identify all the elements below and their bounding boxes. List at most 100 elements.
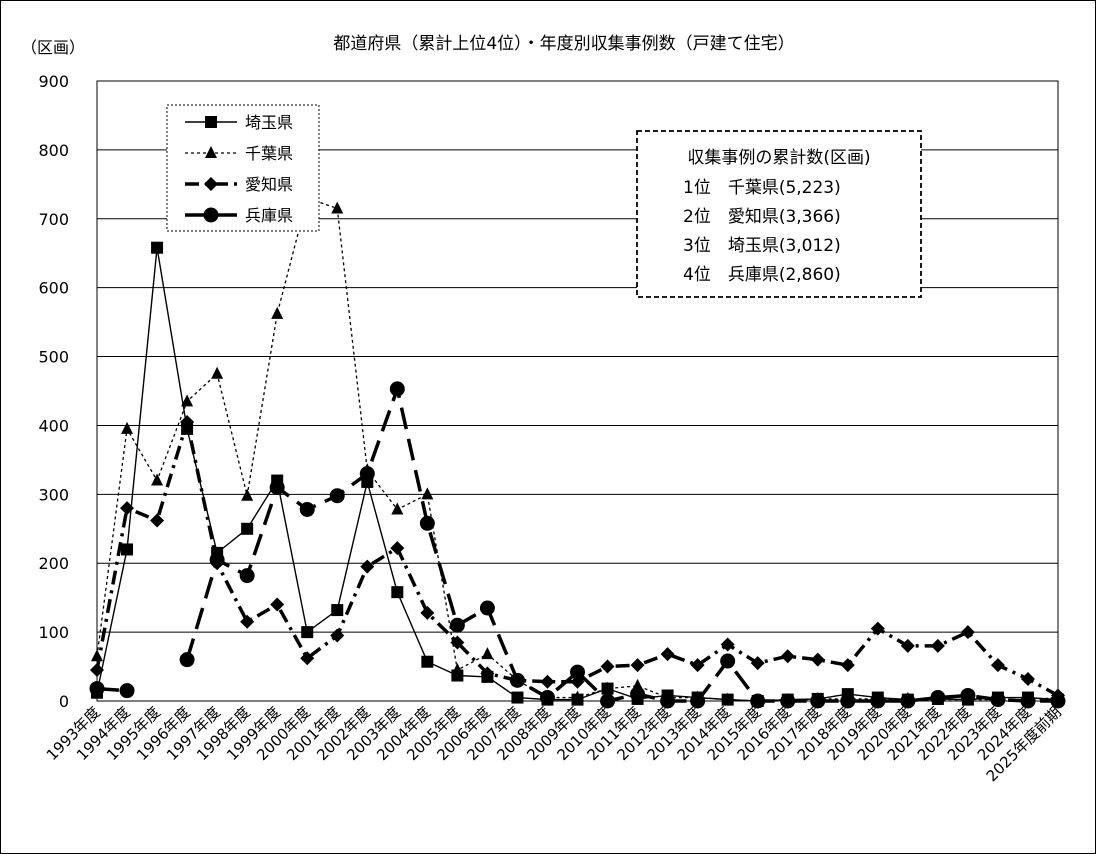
y-tick-label: 300 bbox=[38, 485, 69, 504]
annotation-line-1: 1位 千葉県(5,223) bbox=[683, 178, 841, 198]
series-4 bbox=[89, 381, 1066, 709]
data-point bbox=[203, 207, 219, 223]
data-point bbox=[151, 473, 164, 486]
data-point bbox=[301, 626, 314, 639]
data-point bbox=[241, 488, 254, 501]
y-tick-label: 800 bbox=[38, 141, 69, 160]
data-point bbox=[960, 687, 976, 703]
data-point bbox=[121, 543, 134, 556]
series-3 bbox=[90, 415, 1065, 703]
annotation-title: 収集事例の累計数(区画) bbox=[687, 148, 870, 168]
data-point bbox=[360, 559, 375, 574]
data-point bbox=[720, 653, 736, 669]
data-point bbox=[89, 681, 105, 697]
data-point bbox=[331, 201, 344, 214]
data-point bbox=[690, 693, 706, 709]
data-point bbox=[511, 691, 524, 704]
data-point bbox=[211, 366, 224, 379]
data-point bbox=[900, 638, 915, 653]
y-tick-label: 600 bbox=[38, 279, 69, 298]
y-tick-label: 200 bbox=[38, 554, 69, 573]
data-point bbox=[330, 628, 345, 643]
data-point bbox=[930, 638, 945, 653]
data-point bbox=[450, 635, 465, 650]
data-point bbox=[900, 693, 916, 709]
legend-box bbox=[166, 104, 320, 232]
series-1 bbox=[91, 241, 1064, 707]
data-point bbox=[870, 621, 885, 636]
series-line bbox=[95, 420, 1059, 698]
data-point bbox=[960, 625, 975, 640]
data-point bbox=[1050, 693, 1066, 709]
data-point bbox=[479, 600, 495, 616]
y-tick-label: 500 bbox=[38, 348, 69, 367]
legend-label: 千葉県 bbox=[245, 144, 293, 163]
data-point bbox=[1020, 693, 1036, 709]
data-point bbox=[241, 522, 254, 535]
data-point bbox=[91, 649, 103, 662]
data-point bbox=[421, 655, 434, 668]
data-point bbox=[600, 659, 615, 674]
data-point bbox=[420, 605, 435, 620]
data-point bbox=[930, 690, 946, 706]
data-point bbox=[390, 541, 405, 556]
data-point bbox=[660, 693, 676, 709]
data-point bbox=[359, 466, 375, 482]
chart-title: 都道府県（累計上位4位）・年度別収集事例数（戸建て住宅） bbox=[333, 34, 794, 54]
data-point bbox=[509, 672, 525, 688]
data-point bbox=[449, 617, 465, 633]
data-point bbox=[270, 597, 285, 612]
data-point bbox=[721, 692, 734, 705]
annotation-line-2: 2位 愛知県(3,366) bbox=[683, 207, 841, 227]
annotation-line-4: 4位 兵庫県(2,860) bbox=[683, 265, 841, 285]
annotation-line-3: 3位 埼玉県(3,012) bbox=[683, 236, 841, 256]
data-point bbox=[419, 515, 435, 531]
data-point bbox=[810, 693, 826, 709]
data-point bbox=[690, 658, 705, 673]
data-point bbox=[271, 306, 284, 319]
legend-label: 埼玉県 bbox=[245, 113, 293, 132]
data-point bbox=[331, 604, 344, 617]
data-point bbox=[990, 692, 1006, 708]
y-tick-label: 0 bbox=[59, 692, 69, 711]
data-point bbox=[870, 693, 886, 709]
data-point bbox=[300, 651, 315, 666]
data-point bbox=[389, 381, 405, 397]
x-axis-ticks: 1993年度1994年度1995年度1996年度1997年度1998年度1999… bbox=[43, 703, 1065, 785]
data-point bbox=[269, 479, 285, 495]
data-point bbox=[121, 421, 134, 434]
data-point bbox=[780, 649, 795, 664]
series-line bbox=[96, 247, 1059, 702]
data-point bbox=[810, 652, 825, 667]
data-point bbox=[329, 488, 345, 504]
legend-label: 愛知県 bbox=[245, 175, 293, 194]
data-point bbox=[240, 614, 255, 629]
y-tick-label: 900 bbox=[38, 72, 69, 91]
data-point bbox=[480, 666, 495, 681]
data-point bbox=[205, 116, 217, 128]
data-point bbox=[209, 552, 225, 568]
data-point bbox=[780, 693, 796, 709]
data-point bbox=[570, 664, 585, 680]
y-tick-label: 400 bbox=[38, 416, 69, 435]
y-axis-label: （区画） bbox=[21, 38, 85, 57]
data-point bbox=[540, 674, 555, 689]
data-point bbox=[204, 177, 218, 191]
data-point bbox=[539, 690, 555, 706]
data-point bbox=[150, 513, 165, 528]
data-point bbox=[601, 681, 614, 694]
data-point bbox=[391, 586, 404, 599]
data-point bbox=[481, 647, 494, 660]
data-point bbox=[180, 415, 195, 429]
data-point bbox=[181, 394, 194, 407]
series-line bbox=[185, 387, 1058, 703]
data-point bbox=[750, 656, 765, 671]
data-point bbox=[119, 683, 135, 699]
data-point bbox=[720, 637, 735, 652]
data-point bbox=[600, 693, 616, 709]
series-group bbox=[89, 191, 1066, 709]
annotation-border bbox=[636, 130, 922, 298]
data-point bbox=[840, 658, 855, 673]
data-point bbox=[299, 501, 315, 517]
